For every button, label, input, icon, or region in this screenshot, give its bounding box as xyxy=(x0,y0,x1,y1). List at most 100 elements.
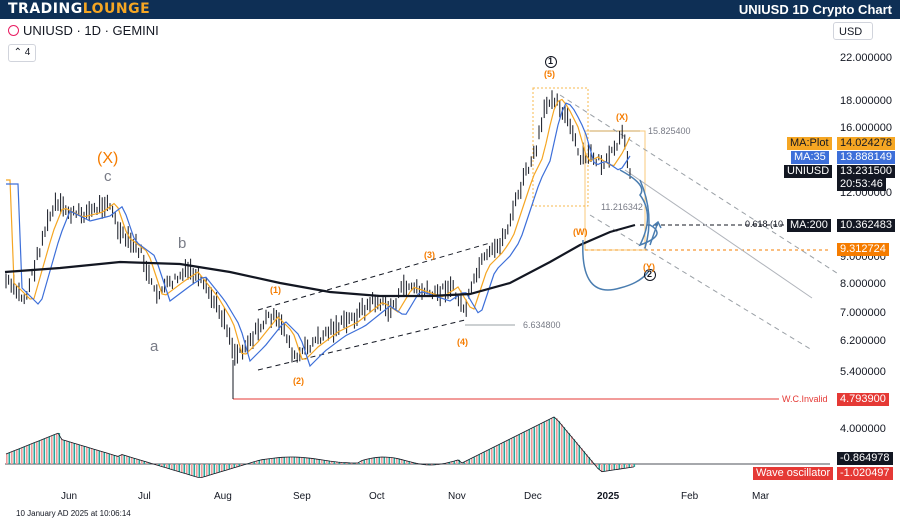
oscillator-bar xyxy=(583,451,586,464)
oscillator-bar xyxy=(253,461,256,464)
oscillator-bar xyxy=(228,464,231,470)
oscillator-bar xyxy=(173,464,176,471)
oscillator-bar xyxy=(581,448,583,464)
oscillator-bar xyxy=(281,457,283,464)
oscillator-bar xyxy=(413,462,416,464)
oscillator-bar xyxy=(111,454,113,464)
oscillator-bar xyxy=(573,439,576,464)
oscillator-bar xyxy=(416,463,418,464)
oscillator-bar xyxy=(293,457,296,464)
oscillator-bar xyxy=(286,457,288,464)
oscillator-bar xyxy=(18,449,21,464)
oscillator-bar xyxy=(78,444,81,464)
oscillator-bar xyxy=(216,464,218,474)
oscillator-bar xyxy=(626,464,628,469)
oscillator-bar xyxy=(561,424,563,464)
oscillator-bar xyxy=(453,461,456,464)
oscillator-bar xyxy=(446,463,448,464)
oscillator-bar xyxy=(633,464,636,467)
oscillator-bar xyxy=(211,464,213,475)
oscillator-bar xyxy=(236,464,238,468)
oscillator-bar xyxy=(568,433,571,464)
oscillator-bar xyxy=(596,464,598,467)
oscillator-bar xyxy=(386,457,388,464)
channel-lower xyxy=(257,319,466,371)
oscillator-bar xyxy=(141,460,143,464)
projection-curve-down xyxy=(639,179,650,249)
oscillator-bar xyxy=(26,446,28,464)
oscillator-bar xyxy=(613,464,616,470)
x-tick-sep: Sep xyxy=(293,491,311,502)
oscillator-bar xyxy=(371,458,373,464)
oscillator-bar xyxy=(408,461,411,464)
oscillator-bar xyxy=(86,446,88,464)
oscillator-bar xyxy=(366,459,368,464)
oscillator-bar xyxy=(116,455,118,464)
symbol-icon xyxy=(8,25,19,36)
oscillator-bar xyxy=(323,460,326,464)
invalid-tag-label: W.C.Invalid xyxy=(779,393,831,406)
oscillator-bar xyxy=(233,464,236,468)
oscillator-bar xyxy=(328,460,331,464)
oscillator-bar xyxy=(458,459,461,464)
oscillator-bar xyxy=(548,419,551,464)
oscillator-bar xyxy=(36,442,38,464)
oscillator-bar xyxy=(526,431,528,464)
x-tick-feb: Feb xyxy=(681,491,699,502)
oscillator-bar xyxy=(121,454,123,464)
oscillator-bar xyxy=(531,428,533,464)
oscillator-bar xyxy=(546,421,548,464)
oscillator-bar xyxy=(558,421,561,464)
oscillator-bar xyxy=(13,451,16,464)
oscillator-bar xyxy=(261,459,263,464)
oscillator-bar xyxy=(33,443,36,464)
down-channel-upper xyxy=(559,94,841,276)
oscillator-bar xyxy=(198,464,201,478)
annotation-11216: 11.216342 xyxy=(601,202,643,212)
oscillator-bar xyxy=(301,457,303,464)
oscillator-bar xyxy=(358,462,361,464)
wave-label-4: (4) xyxy=(457,337,468,347)
oscillator-bar xyxy=(516,436,518,464)
y-tick: 5.400000 xyxy=(840,366,886,378)
oscillator-bar xyxy=(176,464,178,471)
wave-label-2: (2) xyxy=(293,376,304,386)
indicator-toggle[interactable]: ⌃ 4 xyxy=(8,44,36,62)
oscillator-bar xyxy=(163,464,166,468)
oscillator-bar xyxy=(256,461,258,464)
oscillator-bar xyxy=(348,462,351,464)
oscillator-bar xyxy=(178,464,181,472)
oscillator-bar xyxy=(511,438,513,464)
oscillator-bar xyxy=(541,423,543,464)
oscillator-bar xyxy=(468,459,471,464)
oscillator-bar xyxy=(428,464,431,465)
timestamp: 10 January AD 2025 at 10:06:14 xyxy=(16,509,131,518)
oscillator-bar xyxy=(498,444,501,464)
oscillator-bar xyxy=(566,430,568,464)
wave-circle-2-label: 2 xyxy=(647,269,653,279)
oscillator-bar xyxy=(403,460,406,464)
currency-selector[interactable]: USD xyxy=(833,22,873,40)
symbol-line[interactable]: UNIUSD · 1D · GEMINI xyxy=(8,23,159,38)
oscillator-bar xyxy=(528,429,531,464)
oscillator-bar xyxy=(208,464,211,476)
oscillator-bar xyxy=(48,437,51,464)
oscillator-bar xyxy=(426,464,428,465)
oscillator-bar xyxy=(346,462,348,464)
wave-label-b: b xyxy=(178,235,187,252)
oscillator-bar xyxy=(606,464,608,472)
oscillator-bar xyxy=(258,460,261,464)
oscillator-bar xyxy=(483,452,486,464)
oscillator-bar xyxy=(291,457,293,464)
oscillator-bar xyxy=(203,464,206,477)
oscillator-bar xyxy=(21,448,23,464)
oscillator-bar xyxy=(41,440,43,464)
oscillator-bar xyxy=(188,464,191,475)
invalid-tag-value: 4.793900 xyxy=(837,393,889,406)
oscillator-bar xyxy=(273,458,276,464)
oscillator-bar xyxy=(536,426,538,464)
oscillator-bar xyxy=(618,464,621,470)
wave-label-x-upper: (X) xyxy=(616,112,628,122)
oscillator-bar xyxy=(201,464,203,478)
